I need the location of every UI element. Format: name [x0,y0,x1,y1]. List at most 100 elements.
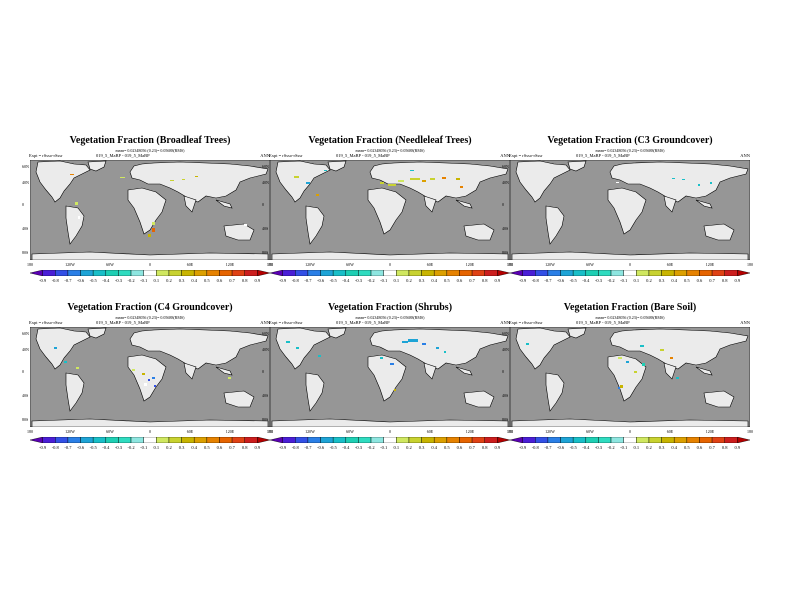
colorbar-label: 0.6 [216,278,223,283]
colorbar-label: -0.3 [114,278,122,283]
anomaly-cell [182,179,185,180]
case-label: 019_5_MaBP - 019_5_MaBP [96,320,150,325]
land-mass [545,372,565,412]
colorbar-swatch [80,270,94,276]
colorbar-swatch [648,437,662,443]
mean-stat: mean= 0.02348056 (0.23)= 0.05688(RMS) [115,148,185,153]
colorbar-swatch [181,437,195,443]
colorbar-label: -0.8 [291,445,299,450]
mean-stat: mean= 0.02348056 (0.23)= 0.05688(RMS) [355,148,425,153]
anomaly-cell [316,194,319,196]
colorbar-swatch [408,270,422,276]
lon-tick-label: 0 [389,262,391,267]
colorbar-swatch [105,270,119,276]
colorbar-label: -0.9 [39,278,47,283]
lon-tick-label: 120E [225,262,235,267]
colorbar-swatch [421,437,435,443]
colorbar-label: 0.6 [456,445,463,450]
anomaly-cell [154,385,156,387]
colorbar-swatch [585,437,599,443]
lat-tick-label: 0 [262,369,264,374]
land-mass [183,195,197,213]
case-label: 019_5_MaBP - 019_5_MaBP [576,153,630,158]
mean-stat: mean= 0.02348056 (0.23)= 0.05688(RMS) [595,315,665,320]
panel-title: Vegetation Fraction (Broadleaf Trees) [69,135,231,146]
colorbar-swatch [610,270,624,276]
lat-tick-label: 40S [22,226,29,231]
land-mass [87,160,107,172]
anomaly-cell [442,177,446,179]
lat-tick-label: 40S [22,393,29,398]
colorbar-label: 0.9 [734,445,741,450]
colorbar-swatch [358,437,372,443]
lon-tick-label: 180 [507,429,513,434]
colorbar-swatch [648,270,662,276]
colorbar-swatch [459,270,473,276]
colorbar-swatch [130,270,144,276]
land-mass [327,327,347,339]
colorbar-swatch [737,270,750,276]
colorbar-label: -0.1 [620,445,628,450]
anomaly-cell [620,385,623,388]
colorbar-label: 0.3 [418,278,425,283]
colorbar-swatch [471,437,485,443]
expt-label: Expt = rSsso-rSssr [269,320,303,325]
lon-tick-label: 180 [267,429,273,434]
anomaly-cell [698,184,700,186]
land-mass [327,160,347,172]
lon-tick-label: 120W [545,262,555,267]
land-mass [455,366,473,376]
colorbar-label: 0.1 [393,445,400,450]
colorbar-swatch [307,437,321,443]
colorbar-label: -0.8 [531,278,539,283]
lon-tick-label: 60E [426,429,434,434]
colorbar-swatch [370,270,384,276]
colorbar-swatch [434,437,448,443]
anomaly-cell [444,351,446,353]
anomaly-cell [710,182,712,184]
colorbar-swatch [358,270,372,276]
world-map [270,160,510,260]
colorbar-label: -0.9 [39,445,47,450]
land-mass [511,418,749,427]
colorbar-swatch [535,437,549,443]
case-label: 019_5_MaBP - 019_5_MaBP [576,320,630,325]
colorbar-label: 0.4 [671,445,678,450]
colorbar-swatch [257,437,270,443]
lat-tick-label: 40S [262,393,269,398]
expt-label: Expt = rSsso-rSssr [29,153,63,158]
colorbar-label: -0.3 [594,445,602,450]
colorbar-swatch [30,270,43,276]
colorbar-swatch [471,270,485,276]
colorbar-label: 0.6 [696,278,703,283]
colorbar-swatch [434,270,448,276]
colorbar-swatch [270,270,283,276]
lon-tick-label: 0 [389,429,391,434]
colorbar-swatch [345,270,359,276]
lat-tick-label: 40S [262,226,269,231]
colorbar-swatch [484,437,498,443]
anomaly-cell [64,361,67,363]
colorbar-swatch [118,270,132,276]
land-mass [65,372,85,412]
lon-tick-label: 120E [705,262,715,267]
colorbar-label: 0.2 [166,445,172,450]
colorbar-label: -0.6 [76,278,85,283]
case-label: 019_5_MaBP - 019_5_MaBP [336,320,390,325]
land-mass [215,366,233,376]
colorbar-label: -0.1 [380,278,388,283]
colorbar-label: -0.3 [594,278,602,283]
lat-tick-label: 80S [262,417,269,422]
colorbar-label: 0.3 [658,278,665,283]
anomaly-cell [390,363,394,365]
map-panel: Vegetation Fraction (Bare Soil) mean= 0.0… [502,302,753,462]
lat-tick-label: 60N [22,164,29,169]
colorbar-label: -0.9 [519,445,527,450]
colorbar-label: 0.9 [494,445,501,450]
colorbar-label: 0.8 [241,278,248,283]
colorbar-label: -0.7 [304,278,312,283]
colorbar-swatch [206,437,220,443]
lon-tick-label: 120W [65,429,75,434]
land-mass [35,160,91,203]
land-mass [515,160,571,203]
